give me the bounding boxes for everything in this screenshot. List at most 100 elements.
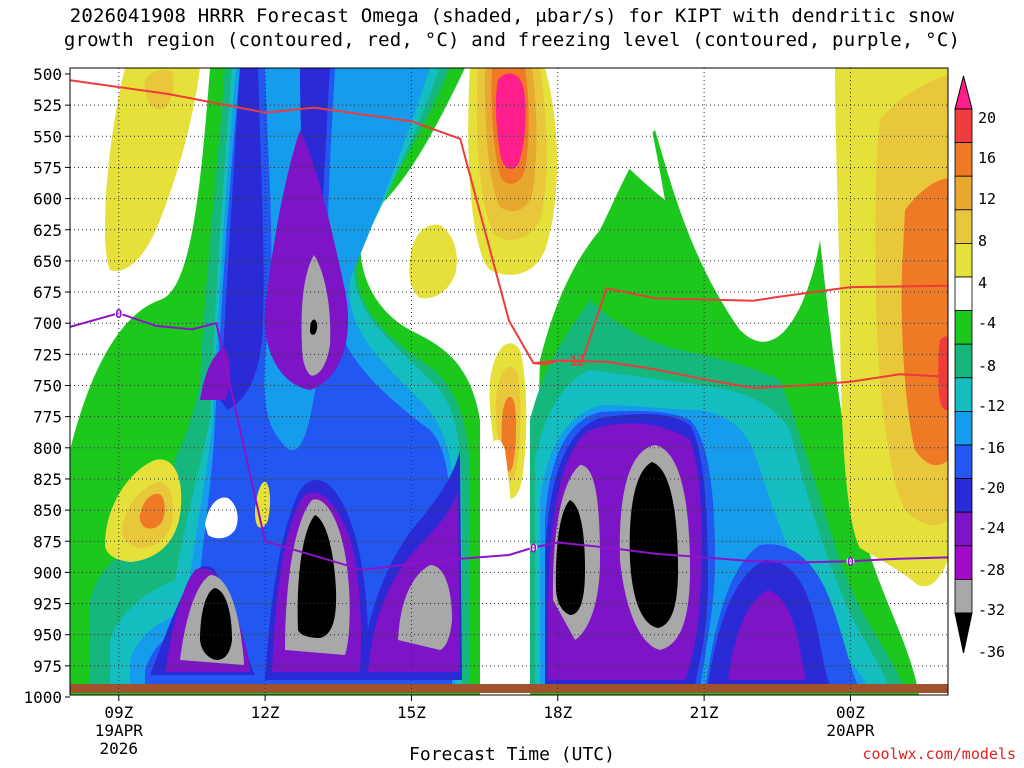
y-tick-label: 725	[33, 345, 62, 364]
colorbar-arrow-top	[954, 75, 973, 110]
x-tick-label: 21Z	[690, 703, 719, 722]
x-tick-label: 18Z	[543, 703, 572, 722]
y-tick-label: 600	[33, 190, 62, 209]
omega-region-minus-32-d	[301, 255, 331, 376]
contour-label: 0	[847, 555, 854, 569]
colorbar: 20 16 12 8 4 -4 -8 -12 -16 -20 -24 -28 -32 -36	[954, 75, 1005, 661]
y-tick-label: 675	[33, 283, 62, 302]
credit-label: coolwx.com/models	[862, 745, 1016, 763]
y-tick-label: 700	[33, 314, 62, 333]
contour-label: 0	[530, 541, 537, 555]
omega-region-near-zero-c	[665, 68, 835, 263]
omega-region-minus-28-g	[200, 348, 231, 400]
omega-shading	[70, 68, 948, 695]
y-tick-label: 500	[33, 65, 62, 84]
y-tick-label: 550	[33, 127, 62, 146]
omega-region-plus-20	[495, 73, 526, 170]
x-axis-label: Forecast Time (UTC)	[409, 744, 615, 765]
colorbar-swatch	[954, 478, 973, 513]
omega-region-near-zero-b	[548, 68, 665, 200]
contour-lines: -12 0 0 0	[69, 79, 949, 571]
contour-label-bg	[529, 543, 538, 552]
y-tick-label: 875	[33, 532, 62, 551]
colorbar-tick-label: -16	[978, 439, 1005, 457]
colorbar-tick-label: -24	[978, 519, 1005, 537]
x-tick-label: 12Z	[251, 703, 280, 722]
colorbar-swatch	[954, 209, 973, 244]
colorbar-tick-label: -28	[978, 561, 1005, 579]
colorbar-tick-label: -32	[978, 601, 1005, 619]
y-tick-label: 850	[33, 501, 62, 520]
colorbar-swatch	[954, 511, 973, 547]
colorbar-swatch	[954, 377, 973, 412]
plot-frame	[69, 67, 949, 696]
colorbar-tick-label: -4	[978, 314, 996, 332]
contour-label-bg	[846, 557, 855, 566]
colorbar-swatch	[954, 444, 973, 479]
omega-region-plus-4-h	[105, 68, 200, 271]
y-tick-label: 825	[33, 470, 62, 489]
omega-region-plus-4-f	[409, 224, 457, 299]
colorbar-arrow-bottom	[954, 612, 973, 654]
contour-label: 0	[115, 307, 122, 321]
omega-region-plus-16-c	[938, 336, 948, 411]
y-tick-label: 975	[33, 657, 62, 676]
y-tick-label: 925	[33, 595, 62, 614]
omega-region-minus-36-b	[297, 515, 337, 638]
omega-region-plus-12-c	[901, 178, 948, 466]
colorbar-swatch	[954, 175, 973, 211]
colorbar-swatch	[954, 545, 973, 580]
y-tick-label: 650	[33, 252, 62, 271]
y-tick-label: 625	[33, 221, 62, 240]
colorbar-tick-label: 4	[978, 274, 987, 292]
omega-region-near-zero-d	[205, 497, 238, 539]
y-tick-label: 1000	[23, 688, 62, 707]
colorbar-tick-label: 16	[978, 149, 996, 167]
colorbar-tick-label: -8	[978, 357, 996, 375]
colorbar-tick-label: -20	[978, 479, 1005, 497]
x-tick-label: 20APR	[826, 721, 875, 740]
y-tick-label: 575	[33, 158, 62, 177]
x-tick-label: 00Z	[836, 703, 865, 722]
y-tick-label: 950	[33, 626, 62, 645]
omega-region-plus-12-d	[139, 493, 165, 529]
colorbar-tick-label: -36	[978, 643, 1005, 661]
omega-region-minus-36-c	[555, 500, 585, 615]
colorbar-swatch	[954, 142, 973, 177]
grid	[70, 68, 948, 695]
contour-line-series	[533, 359, 949, 389]
colorbar-swatch	[954, 343, 973, 379]
y-tick-label: 775	[33, 408, 62, 427]
x-tick-label: 09Z	[104, 703, 133, 722]
colorbar-swatch	[954, 310, 973, 345]
colorbar-tick-label: 8	[978, 232, 987, 250]
y-tick-label: 800	[33, 439, 62, 458]
x-tick-label: 2026	[100, 739, 139, 758]
ground-strip	[70, 684, 948, 693]
colorbar-swatch	[954, 410, 973, 446]
colorbar-tick-label: 12	[978, 190, 996, 208]
omega-region-near-zero-e	[485, 439, 515, 646]
x-tick-label: 19APR	[95, 721, 144, 740]
y-tick-label: 525	[33, 96, 62, 115]
omega-region-minus-36-d	[629, 462, 678, 628]
contour-line-series	[69, 79, 949, 366]
contour-label: -12	[562, 355, 585, 370]
y-axis: 500 525 550 575 600 625 650 675 700 725 750 775 800 8…	[23, 65, 70, 707]
colorbar-swatch	[954, 108, 973, 143]
y-tick-label: 750	[33, 377, 62, 396]
omega-region-minus-36	[200, 588, 232, 660]
omega-region-plus-8-h	[144, 70, 174, 110]
colorbar-tick-label: 20	[978, 109, 996, 127]
omega-region-minus-36-e	[310, 319, 318, 335]
y-tick-label: 900	[33, 563, 62, 582]
contour-label-bg	[114, 309, 123, 318]
contour-line-series	[69, 312, 949, 571]
chart-title: 2026041908 HRRR Forecast Omega (shaded, …	[63, 5, 961, 51]
colorbar-tick-label: -12	[978, 397, 1005, 415]
colorbar-swatch	[954, 242, 973, 278]
omega-region-near-zero	[70, 68, 105, 330]
colorbar-swatch	[954, 276, 973, 311]
